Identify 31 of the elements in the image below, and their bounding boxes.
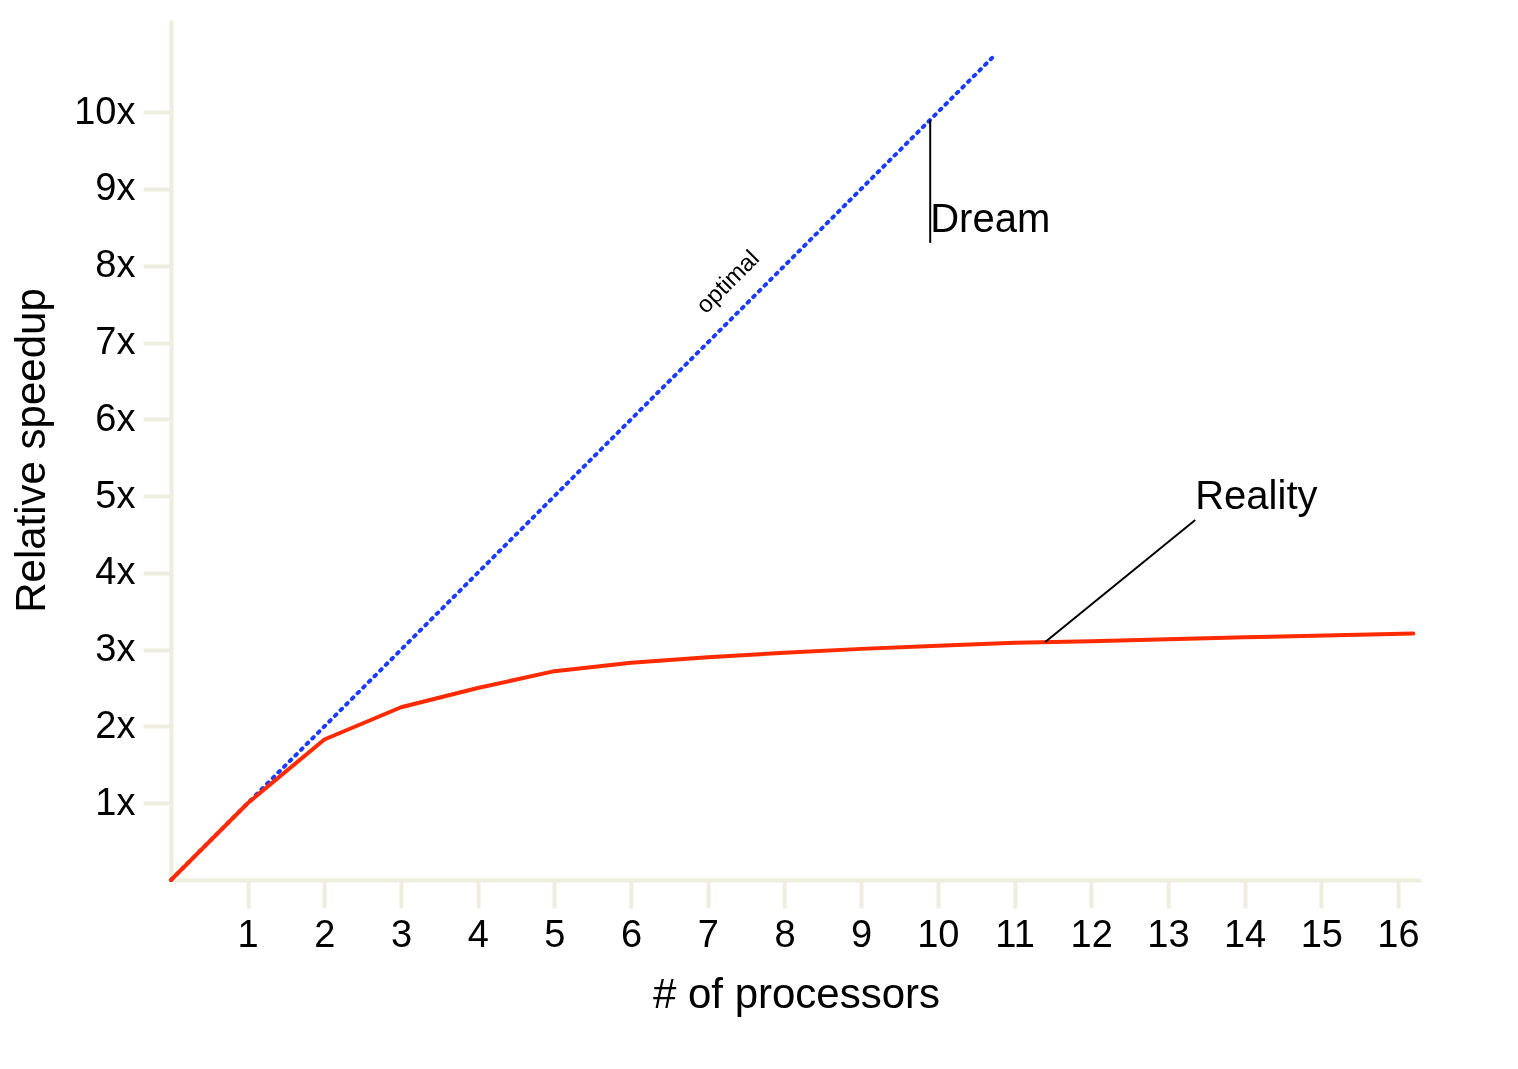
y-tick-label: 2x — [95, 703, 136, 746]
annotation: Dream — [930, 195, 1051, 240]
x-tick-label: 16 — [1377, 912, 1420, 955]
x-tick-label: 14 — [1223, 912, 1267, 955]
x-tick-label: 3 — [390, 912, 413, 955]
x-tick-label: 8 — [774, 912, 796, 955]
y-tick-label: 8x — [95, 243, 136, 286]
y-tick-label: 7x — [95, 320, 136, 362]
y-axis-title: Relative speedup — [7, 288, 55, 613]
x-tick-label: 13 — [1147, 912, 1190, 955]
x-tick-label: 6 — [621, 912, 643, 955]
y-tick-label: 4x — [95, 550, 136, 593]
x-tick-label: 1 — [237, 912, 259, 955]
line-series — [169, 631, 1416, 882]
x-tick-label: 7 — [697, 912, 719, 955]
x-tick-label: 2 — [314, 912, 336, 955]
x-tick-label: 5 — [544, 912, 566, 955]
x-tick-label: 12 — [1070, 912, 1113, 955]
x-axis-title: # of processors — [652, 969, 941, 1017]
y-tick-label: 3x — [95, 627, 136, 670]
y-tick-label: 1x — [95, 780, 136, 823]
x-tick-label: 10 — [917, 912, 960, 955]
y-tick-label: 5x — [95, 473, 136, 516]
x-tick-label: 15 — [1300, 912, 1343, 955]
y-tick-label: 10x — [74, 89, 136, 132]
x-tick-label: 4 — [467, 912, 489, 955]
y-tick-label: 6x — [95, 396, 136, 439]
annotation: Reality — [1195, 472, 1318, 517]
y-tick-label: 9x — [95, 166, 136, 209]
x-tick-label: 9 — [851, 912, 873, 955]
x-tick-label: 11 — [995, 912, 1035, 955]
